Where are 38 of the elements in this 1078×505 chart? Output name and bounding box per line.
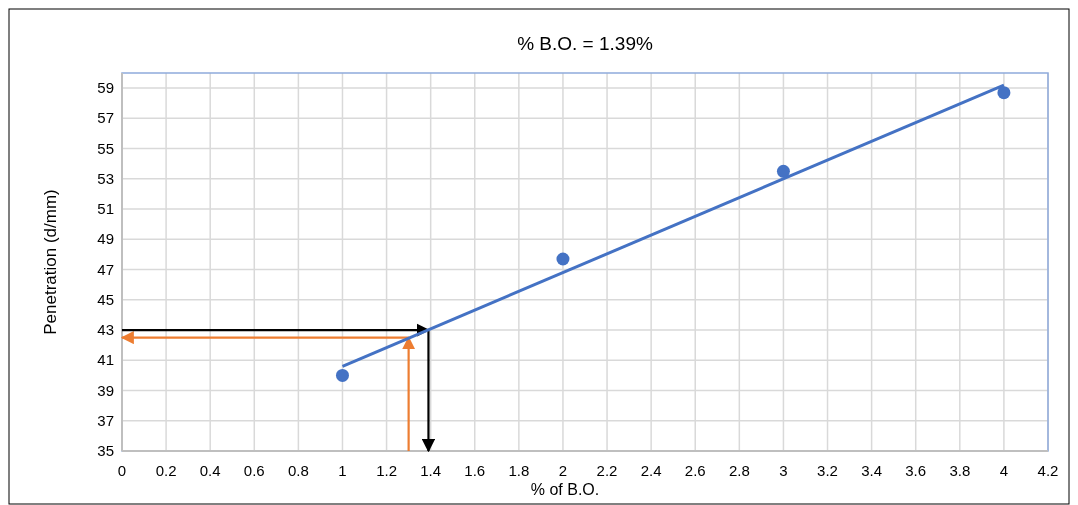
y-tick-label: 59	[97, 79, 114, 97]
x-tick-label: 0.4	[199, 462, 221, 479]
y-tick-label: 45	[97, 290, 114, 308]
x-tick-label: 3.8	[949, 462, 971, 479]
x-tick-label: 0.2	[155, 462, 177, 479]
x-tick-label: 1.2	[376, 462, 397, 479]
y-axis-title: Penetration (d/mm)	[41, 189, 60, 335]
x-tick-label: 1.6	[464, 462, 486, 479]
y-tick-label: 37	[97, 411, 114, 429]
x-tick-label: 3.2	[817, 462, 838, 479]
x-tick-label: 3.6	[905, 462, 927, 479]
x-tick-label: 0	[117, 462, 127, 479]
x-tick-label: 2	[558, 462, 568, 479]
y-tick-label: 57	[97, 109, 114, 127]
x-tick-label: 1.8	[508, 462, 530, 479]
x-tick-label: 2.8	[728, 462, 750, 479]
x-tick-label: 2.4	[640, 462, 662, 479]
y-tick-label: 47	[97, 260, 114, 278]
y-tick-label: 43	[97, 321, 114, 339]
x-tick-label: 1.4	[420, 462, 442, 479]
x-tick-label: 2.2	[596, 462, 618, 479]
chart-title: % B.O. = 1.39%	[517, 33, 653, 54]
x-tick-label: 4	[999, 462, 1009, 479]
y-tick-label: 39	[97, 381, 114, 399]
x-tick-label: 4.2	[1037, 462, 1059, 479]
x-axis-title: % of B.O.	[530, 481, 600, 498]
x-tick-label: 0.6	[243, 462, 265, 479]
y-tick-label: 35	[97, 442, 114, 459]
y-tick-label: 41	[97, 351, 114, 369]
y-tick-label: 49	[97, 230, 114, 248]
x-tick-label: 2.6	[684, 462, 706, 479]
x-tick-label: 0.8	[287, 462, 309, 479]
y-tick-label: 55	[97, 139, 114, 157]
y-tick-label: 51	[97, 200, 114, 218]
x-tick-label: 3	[779, 462, 788, 479]
y-tick-label: 53	[97, 169, 114, 187]
x-tick-label: 3.4	[861, 462, 883, 479]
x-tick-label: 1	[338, 462, 347, 479]
